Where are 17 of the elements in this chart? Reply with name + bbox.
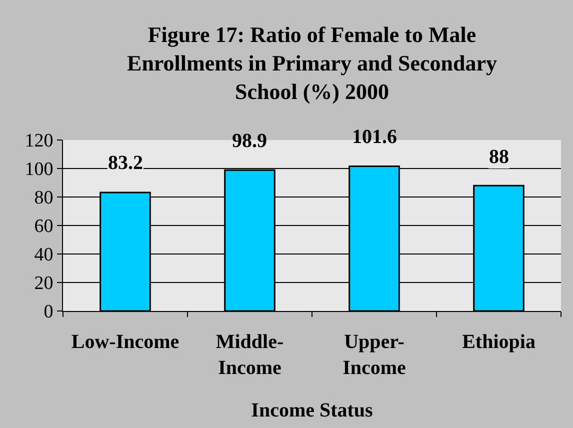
chart-title: Figure 17: Ratio of Female to Male Enrollments in Primary and Secondary School (%) 2000 [127,22,497,104]
data-label: 83.2 [108,152,143,174]
x-axis-title: Income Status [251,400,374,422]
y-tick-label: 60 [34,216,54,238]
data-label: 88 [489,146,509,168]
x-tick-label: Ethiopia [462,331,536,353]
y-tick-label: 0 [44,302,54,323]
data-label: 101.6 [352,126,397,148]
data-label: 98.9 [232,130,267,152]
x-tick-label: Middle-Income [216,331,284,379]
y-tick-label: 120 [24,130,54,152]
y-tick-label: 80 [34,188,54,209]
y-tick-label: 40 [34,244,54,266]
y-tick-label: 20 [34,273,54,294]
y-tick-label: 100 [24,159,54,180]
x-tick-label: Low-Income [71,331,180,353]
x-tick-label: Upper-Income [342,331,406,379]
